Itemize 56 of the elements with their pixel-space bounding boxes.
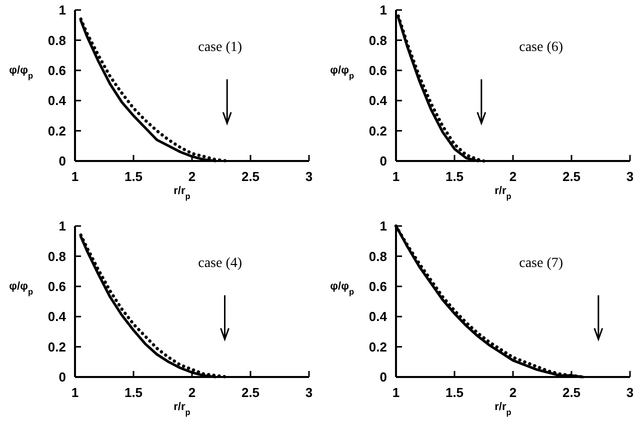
annotation: case (7) <box>519 256 564 271</box>
y-tick-label: 0.6 <box>368 278 387 294</box>
x-tick-label: 3 <box>626 169 634 184</box>
y-tick-label: 0 <box>380 154 387 169</box>
y-tick-label: 0 <box>380 370 387 385</box>
x-axis-title: r/r$_{p}$ <box>494 185 512 200</box>
y-axis-title: φ/φ$_{p}$ <box>9 280 33 296</box>
y-axis-title: φ/φ$_{p}$ <box>9 64 33 80</box>
x-axis-title: r/r$_{p}$ <box>174 185 190 200</box>
x-tick-label: 1 <box>392 169 400 184</box>
x-tick-label: 1.5 <box>124 385 143 400</box>
y-tick-label: 0.8 <box>368 32 387 48</box>
x-tick-label: 1 <box>71 385 79 400</box>
x-tick-label: 1.5 <box>445 169 464 184</box>
annotation: case (4) <box>198 256 242 271</box>
x-tick-label: 2.5 <box>562 169 581 184</box>
y-tick-label: 0.2 <box>368 123 387 138</box>
x-tick-label: 1.5 <box>124 169 143 184</box>
y-tick-label: 1 <box>58 218 66 234</box>
x-tick-label: 1.5 <box>445 385 464 400</box>
y-tick-label: 0.8 <box>368 248 387 264</box>
x-tick-label: 2 <box>188 385 196 400</box>
y-tick-label: 0.6 <box>48 62 66 78</box>
y-tick-label: 0.8 <box>48 32 66 48</box>
y-axis-title: φ/φ$_{p}$ <box>330 64 354 80</box>
y-tick-label: 0.2 <box>48 123 66 138</box>
x-tick-label: 1 <box>392 385 400 400</box>
x-tick-label: 3 <box>305 385 313 400</box>
y-tick-label: 0.4 <box>48 309 67 324</box>
annotation: case (1) <box>198 40 242 55</box>
y-tick-label: 0.2 <box>48 339 66 354</box>
x-tick-label: 2.5 <box>562 385 581 400</box>
x-tick-label: 3 <box>626 385 634 400</box>
x-tick-label: 2 <box>509 385 517 400</box>
x-axis-title: r/r$_{p}$ <box>174 401 190 416</box>
x-tick-label: 2.5 <box>241 385 260 400</box>
y-tick-label: 0.4 <box>48 93 67 108</box>
x-tick-label: 1 <box>71 169 79 184</box>
y-tick-label: 0.4 <box>368 309 388 324</box>
y-tick-label: 0 <box>58 370 66 385</box>
x-tick-label: 3 <box>305 169 313 184</box>
y-tick-label: 0.4 <box>368 93 388 108</box>
y-tick-label: 0.6 <box>368 62 387 78</box>
x-tick-label: 2 <box>509 169 517 184</box>
y-tick-label: 1 <box>58 2 66 18</box>
y-axis-title: φ/φ$_{p}$ <box>330 280 354 296</box>
x-tick-label: 2.5 <box>241 169 260 184</box>
y-tick-label: 0.8 <box>48 248 66 264</box>
y-tick-label: 1 <box>380 2 387 18</box>
y-tick-label: 0.6 <box>48 278 66 294</box>
annotation: case (6) <box>519 40 564 55</box>
y-tick-label: 0 <box>58 154 66 169</box>
y-tick-label: 0.2 <box>368 339 387 354</box>
x-axis-title: r/r$_{p}$ <box>494 401 512 416</box>
y-tick-label: 1 <box>380 218 387 234</box>
x-tick-label: 2 <box>188 169 196 184</box>
